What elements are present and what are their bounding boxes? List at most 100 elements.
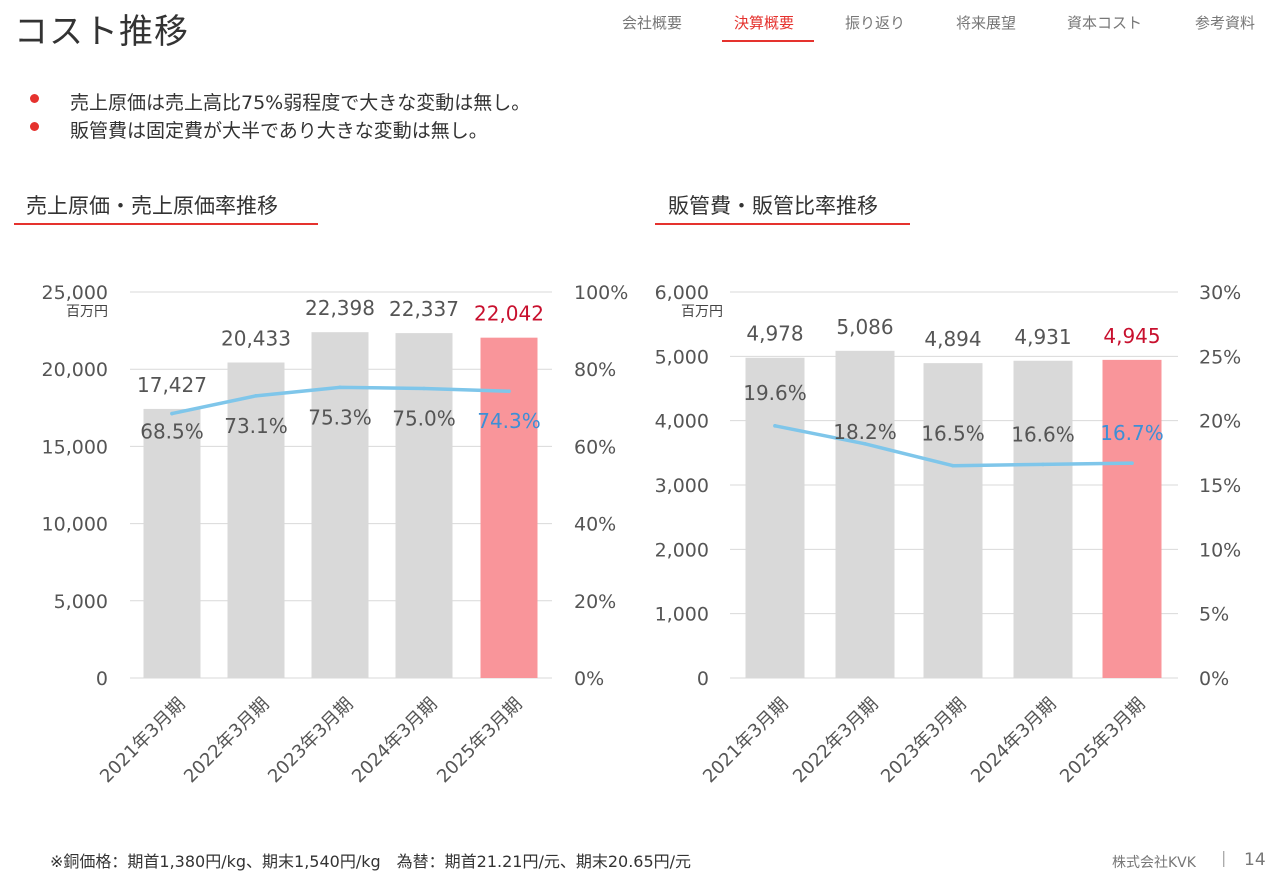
x-category-label: 2023年3月期 [877,694,971,788]
line-point [422,386,426,391]
nav-active-underline [722,40,814,42]
unit-label: 百万円 [681,304,723,320]
y-tick-label: 15,000 [42,436,108,458]
line-point [1041,462,1045,467]
y2-tick-label: 100% [574,282,628,304]
y2-tick-label: 25% [1199,346,1241,368]
y2-tick-label: 15% [1199,475,1241,497]
bar-value-label: 4,931 [1014,325,1071,349]
bar [745,357,805,678]
right-section-title: 販管費・販管比率推移 [668,194,878,218]
ratio-label: 19.6% [743,381,807,405]
x-category-label: 2021年3月期 [699,694,793,788]
left-section-underline [14,223,318,225]
nav-item-financial-summary[interactable]: 決算概要 [734,14,795,32]
y2-tick-label: 60% [574,436,616,458]
ratio-label: 16.7% [1100,421,1164,445]
y2-tick-label: 10% [1199,539,1241,561]
ratio-label: 18.2% [833,420,897,444]
bar [143,408,201,678]
nav-item-review[interactable]: 振り返り [845,14,906,32]
nav-item-references[interactable]: 参考資料 [1195,14,1256,32]
x-category-label: 2022年3月期 [789,694,883,788]
ratio-label: 75.3% [308,405,372,429]
line-point [773,424,777,428]
bar-value-label: 22,398 [305,296,375,320]
footnote: ※銅価格：期首1,380円/kg、期末1,540円/kg 為替：期首21.21円… [50,852,692,871]
y-tick-label: 20,000 [42,359,108,381]
bar-value-label: 22,042 [474,302,544,326]
line-point [863,442,867,446]
line-point [1130,461,1134,465]
line-point [338,385,342,390]
y2-tick-label: 5% [1199,604,1229,626]
bar-value-label: 5,086 [836,315,893,339]
ratio-label: 16.5% [921,422,985,446]
bullet-dot-icon [30,94,39,103]
line-point [254,394,258,398]
x-category-label: 2025年3月期 [433,694,527,788]
y2-tick-label: 20% [574,591,616,613]
bullet-text: 売上原価は売上高比75%弱程度で大きな変動は無し。 [70,92,531,114]
y2-tick-label: 80% [574,359,616,381]
bar [1013,360,1073,678]
ratio-label: 73.1% [224,414,288,438]
bar-value-label: 17,427 [137,373,207,397]
bar-value-label: 4,894 [924,327,981,351]
y2-tick-label: 30% [1199,282,1241,304]
ratio-label: 68.5% [140,420,204,444]
x-category-label: 2022年3月期 [180,694,274,788]
right-section-underline [655,223,910,225]
y-tick-label: 1,000 [655,604,709,626]
nav-item-outlook[interactable]: 将来展望 [956,14,1017,32]
bar [835,350,895,678]
y-tick-label: 10,000 [42,514,108,536]
bullet-item: 売上原価は売上高比75%弱程度で大きな変動は無し。 [30,88,530,116]
bullet-list: 売上原価は売上高比75%弱程度で大きな変動は無し。 販管費は固定費が大半であり大… [30,88,530,144]
x-category-label: 2025年3月期 [1056,694,1150,788]
x-category-label: 2024年3月期 [348,694,442,788]
nav-item-company-overview[interactable]: 会社概要 [622,14,683,32]
bar [227,362,285,678]
line-point [507,389,511,394]
nav-item-cost-of-capital[interactable]: 資本コスト [1067,14,1143,32]
y2-tick-label: 20% [1199,411,1241,433]
bar [311,332,369,678]
ratio-label: 75.0% [392,407,456,431]
ratio-label: 74.3% [477,409,541,433]
ratio-label: 16.6% [1011,422,1075,446]
bar-value-label: 4,978 [746,322,803,346]
y-tick-label: 6,000 [655,282,709,304]
line-point [951,463,955,468]
bullet-text: 販管費は固定費が大半であり大きな変動は無し。 [70,120,488,142]
bar-value-label: 22,337 [389,297,459,321]
page-title: コスト推移 [14,12,189,52]
x-category-label: 2023年3月期 [264,694,358,788]
bar-value-label: 4,945 [1103,324,1160,348]
y-tick-label: 0 [96,668,108,690]
bar [1102,359,1162,678]
company-name: 株式会社KVK [1112,855,1196,871]
y2-tick-label: 0% [574,668,604,690]
y-tick-label: 0 [697,668,709,690]
y2-tick-label: 0% [1199,668,1229,690]
unit-label: 百万円 [66,304,108,320]
x-category-label: 2021年3月期 [96,694,190,788]
y-tick-label: 5,000 [655,346,709,368]
y-tick-label: 4,000 [655,411,709,433]
y-tick-label: 3,000 [655,475,709,497]
bullet-dot-icon [30,122,39,131]
bar [480,337,538,678]
top-navigation: 会社概要 決算概要 振り返り 将来展望 資本コスト 参考資料 [600,12,1270,46]
bar [395,333,453,678]
y2-tick-label: 40% [574,514,616,536]
y-tick-label: 25,000 [42,282,108,304]
page-number: 14 [1244,850,1266,870]
left-section-title: 売上原価・売上原価率推移 [26,194,278,218]
bar-value-label: 20,433 [221,327,291,351]
y-tick-label: 5,000 [54,591,108,613]
bullet-item: 販管費は固定費が大半であり大きな変動は無し。 [30,116,530,144]
x-category-label: 2024年3月期 [967,694,1061,788]
y-tick-label: 2,000 [655,539,709,561]
